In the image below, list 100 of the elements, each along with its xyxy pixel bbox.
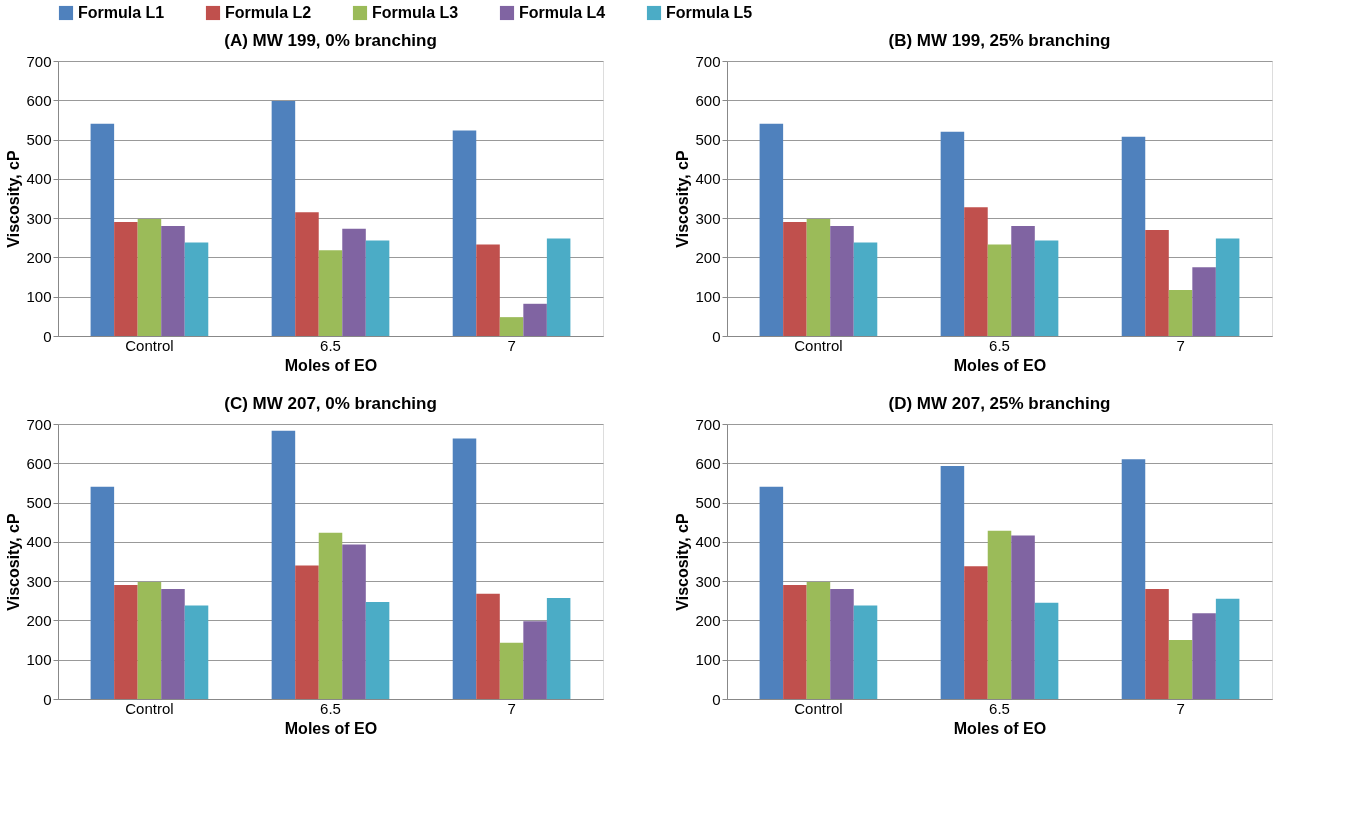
- x-tick-label: 6.5: [989, 699, 1010, 717]
- y-tick-label: 300: [695, 572, 721, 590]
- bar: [1121, 136, 1146, 336]
- bar: [806, 581, 831, 699]
- bar: [1145, 589, 1169, 699]
- y-tick-label: 0: [43, 327, 52, 345]
- bar: [1215, 238, 1240, 336]
- bar: [476, 593, 500, 699]
- y-tick-label: 400: [26, 533, 52, 551]
- bar: [523, 303, 547, 336]
- y-tick-label: 400: [26, 170, 52, 188]
- bar: [271, 101, 296, 336]
- y-axis-title: Viscosity, cP: [5, 150, 23, 248]
- chart-title: (A) MW 199, 0% branching: [224, 31, 437, 50]
- x-tick-label: 6.5: [320, 336, 341, 354]
- bar: [987, 530, 1012, 699]
- bar: [1145, 229, 1169, 336]
- legend-label: Formula L4: [519, 4, 606, 21]
- x-tick-label: Control: [794, 336, 843, 354]
- bar: [114, 585, 138, 699]
- chart-title: (C) MW 207, 0% branching: [224, 394, 437, 413]
- bar: [342, 228, 366, 336]
- bar: [1168, 290, 1193, 336]
- y-tick-label: 600: [695, 454, 721, 472]
- y-tick-label: 300: [26, 572, 52, 590]
- x-tick-label: 6.5: [989, 336, 1010, 354]
- bar: [783, 222, 807, 336]
- x-tick-label: 7: [1176, 699, 1185, 717]
- bar: [499, 642, 524, 699]
- bar: [1168, 640, 1193, 699]
- bar: [806, 218, 831, 336]
- y-axis-title: Viscosity, cP: [674, 150, 692, 248]
- bar: [853, 242, 878, 336]
- bar: [137, 218, 162, 336]
- y-tick-label: 600: [695, 91, 721, 109]
- y-tick-label: 700: [695, 52, 721, 70]
- legend-label: Formula L2: [225, 4, 312, 21]
- y-tick-label: 100: [26, 651, 52, 669]
- x-tick-label: Control: [125, 699, 174, 717]
- bar: [940, 131, 965, 336]
- bar: [1215, 598, 1240, 699]
- bar: [161, 589, 185, 699]
- x-tick-label: Control: [794, 699, 843, 717]
- bar: [295, 212, 319, 336]
- y-tick-label: 500: [695, 131, 721, 149]
- bar: [546, 238, 571, 336]
- y-tick-label: 500: [26, 131, 52, 149]
- bar: [184, 605, 209, 699]
- y-tick-label: 100: [695, 651, 721, 669]
- y-tick-label: 100: [26, 288, 52, 306]
- bar: [783, 585, 807, 699]
- y-axis-title: Viscosity, cP: [5, 513, 23, 611]
- bar: [365, 240, 390, 336]
- y-tick-label: 400: [695, 533, 721, 551]
- bar: [1121, 459, 1146, 699]
- y-axis-title: Viscosity, cP: [674, 513, 692, 611]
- bar: [318, 532, 343, 699]
- x-tick-label: Control: [125, 336, 174, 354]
- bar: [546, 598, 571, 699]
- x-tick-label: 7: [1176, 336, 1185, 354]
- y-tick-label: 600: [26, 91, 52, 109]
- bar: [452, 130, 477, 336]
- bar: [90, 123, 115, 336]
- bar: [1034, 602, 1059, 699]
- bar: [1034, 240, 1059, 336]
- bar: [499, 317, 524, 336]
- bar: [523, 621, 547, 699]
- bar: [184, 242, 209, 336]
- bar: [318, 250, 343, 336]
- y-tick-label: 700: [26, 52, 52, 70]
- x-axis-title: Moles of EO: [953, 356, 1047, 374]
- bar: [271, 430, 296, 699]
- y-tick-label: 400: [695, 170, 721, 188]
- x-axis-title: Moles of EO: [953, 719, 1047, 737]
- y-tick-label: 100: [695, 288, 721, 306]
- x-tick-label: 7: [507, 699, 516, 717]
- bar: [161, 226, 185, 336]
- bar: [853, 605, 878, 699]
- y-tick-label: 0: [712, 327, 721, 345]
- y-tick-label: 700: [26, 415, 52, 433]
- bar: [295, 565, 319, 699]
- bar: [114, 222, 138, 336]
- legend-label: Formula L3: [372, 4, 459, 21]
- bar: [964, 566, 988, 699]
- legend-label: Formula L1: [78, 4, 165, 21]
- y-tick-label: 0: [712, 690, 721, 708]
- y-tick-label: 600: [26, 454, 52, 472]
- y-tick-label: 200: [695, 611, 721, 629]
- bar: [964, 207, 988, 336]
- x-axis-title: Moles of EO: [284, 719, 378, 737]
- bar: [830, 226, 854, 336]
- chart-title: (B) MW 199, 25% branching: [888, 31, 1111, 50]
- bar: [987, 244, 1012, 336]
- y-tick-label: 300: [26, 209, 52, 227]
- bar: [90, 486, 115, 699]
- bar: [342, 544, 366, 699]
- bar: [759, 486, 784, 699]
- y-tick-label: 0: [43, 690, 52, 708]
- bar: [365, 601, 390, 699]
- y-tick-label: 200: [26, 248, 52, 266]
